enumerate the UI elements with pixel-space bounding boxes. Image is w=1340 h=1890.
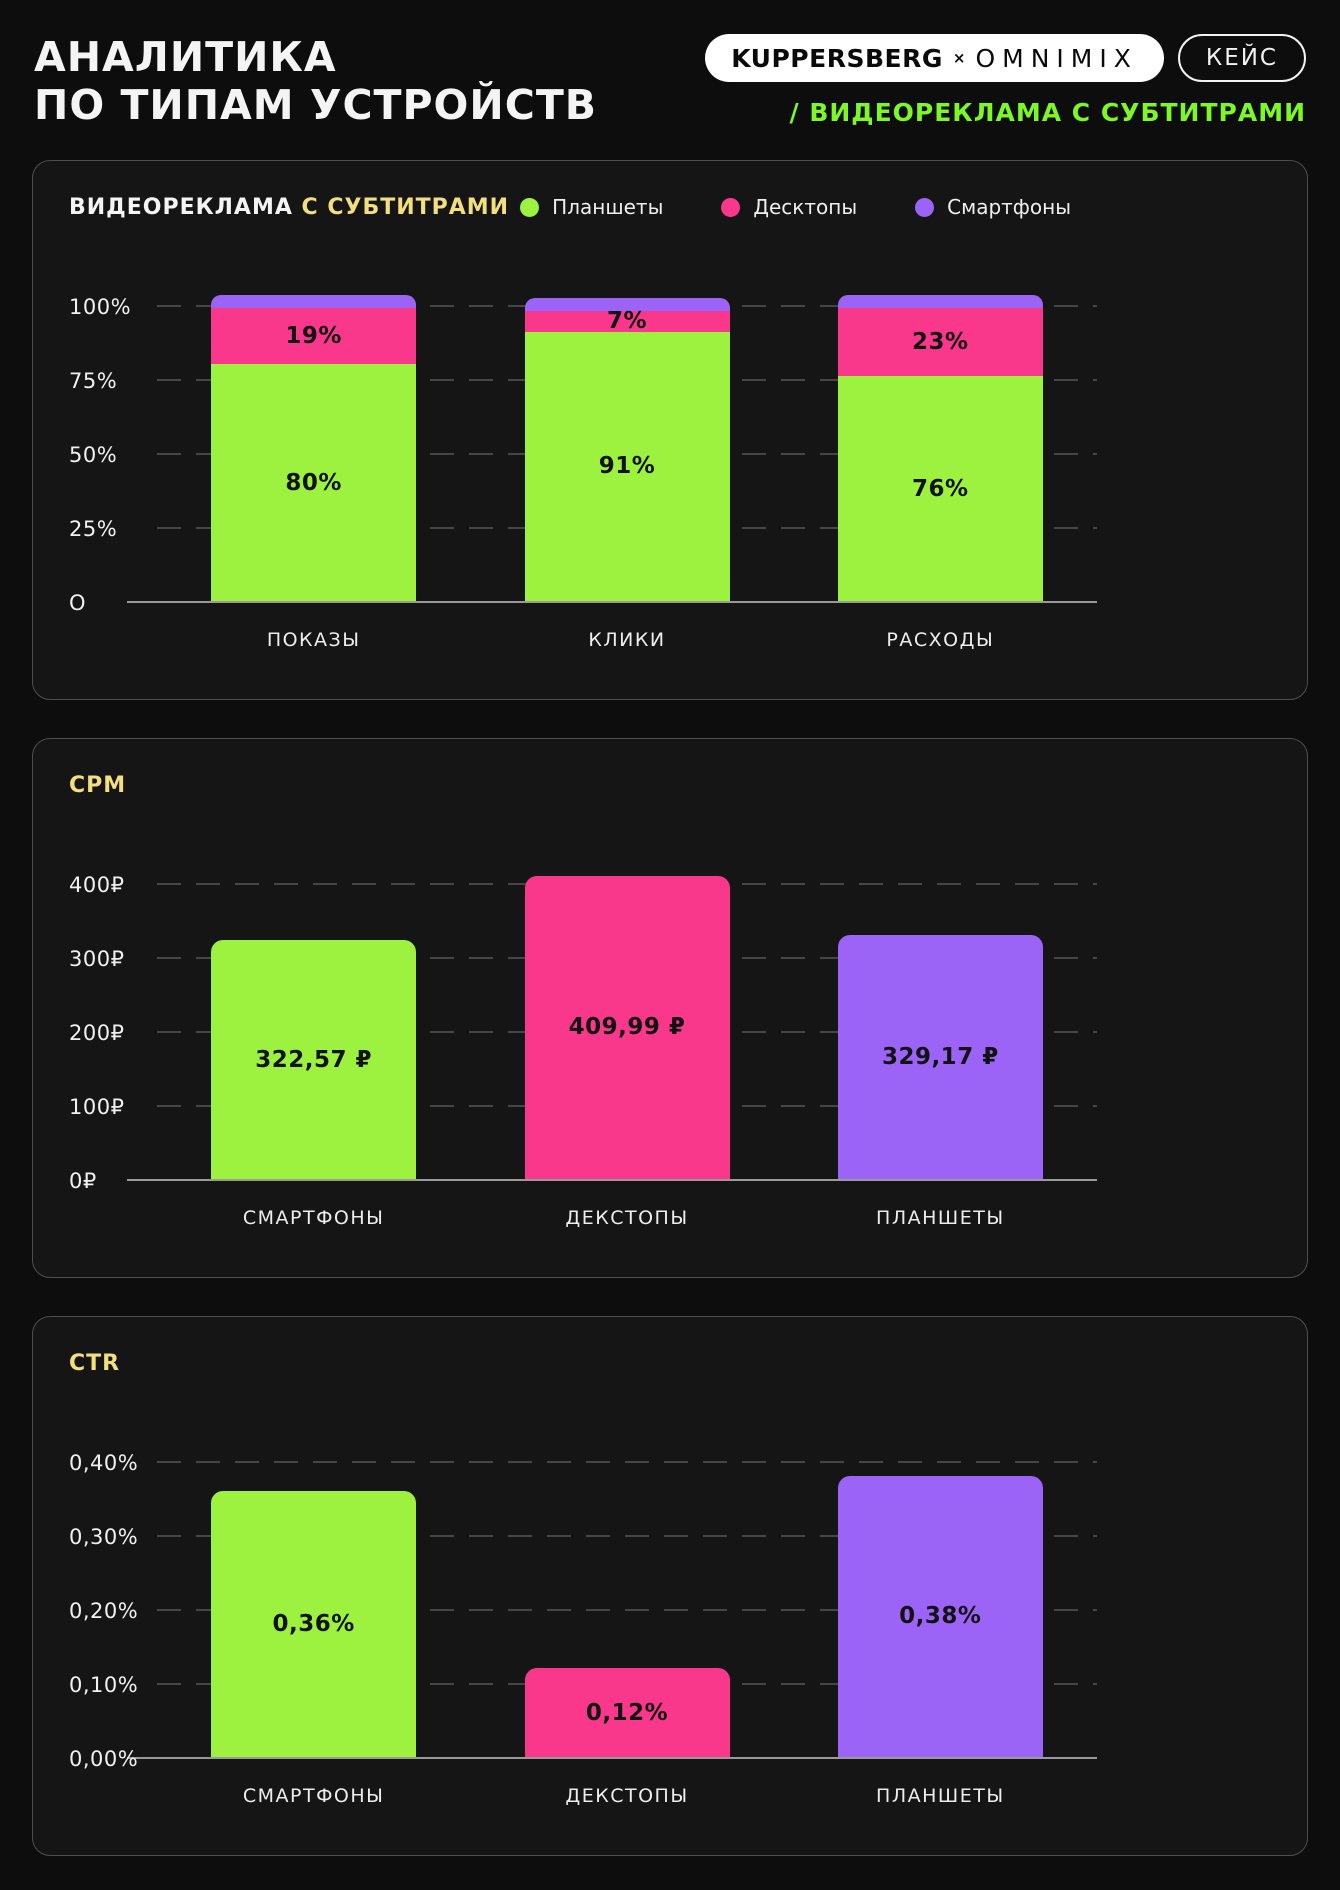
page-subtitle: / ВИДЕОРЕКЛАМА С СУБТИТРАМИ bbox=[789, 98, 1306, 127]
segment-green: 91% bbox=[524, 331, 730, 601]
cpm-bar-chart: 400₽ 300₽ 200₽ 100₽ 0₽ 322,57 ₽ СМАРТФОНЫ 409,9… bbox=[69, 847, 1097, 1229]
panel-title-video: ВИДЕОРЕКЛАМА С СУБТИТРАМИ bbox=[69, 195, 509, 220]
y-tick-label: 50% bbox=[69, 443, 118, 467]
panel-ctr: CTR 0,40% 0,30% 0,20% 0,10% 0,00% 0,36% СМАРТФ… bbox=[32, 1316, 1308, 1856]
segment-green: 80% bbox=[211, 364, 417, 601]
page-title: АНАЛИТИКА ПО ТИПАМ УСТРОЙСТВ bbox=[34, 33, 598, 130]
segment-purple bbox=[837, 294, 1043, 308]
panel-title-main: ВИДЕОРЕКЛАМА bbox=[69, 194, 293, 220]
y-tick-label: 75% bbox=[69, 369, 118, 393]
brand-separator-icon: × bbox=[952, 49, 966, 67]
panel-title-ctr: CTR bbox=[69, 1351, 120, 1376]
purple-dot-icon bbox=[915, 197, 935, 217]
value-label: 80% bbox=[285, 469, 342, 496]
y-tick-label: 0,30% bbox=[69, 1525, 139, 1549]
y-tick-label: 0,40% bbox=[69, 1451, 139, 1475]
case-badge: КЕЙС bbox=[1177, 34, 1306, 82]
brand-badge: KUPPERSBERG × OMNIMIX bbox=[705, 34, 1164, 82]
segment-green: 76% bbox=[837, 376, 1043, 601]
y-tick-label: 100₽ bbox=[69, 1095, 125, 1119]
bar-2: 409,99 ₽ bbox=[524, 875, 730, 1179]
category-label: РАСХОДЫ bbox=[886, 629, 995, 651]
value-label: 0,38% bbox=[899, 1603, 982, 1630]
value-label: 329,17 ₽ bbox=[881, 1044, 999, 1071]
panel-title-cpm: CPM bbox=[69, 773, 126, 798]
value-label: 7% bbox=[606, 308, 648, 335]
pink-dot-icon bbox=[721, 197, 741, 217]
badge-row: KUPPERSBERG × OMNIMIX КЕЙС bbox=[705, 34, 1306, 82]
gridline bbox=[157, 1461, 1097, 1463]
gridline bbox=[157, 1535, 1097, 1537]
value-label: 19% bbox=[285, 323, 342, 350]
legend-item-green: Планшеты bbox=[520, 195, 663, 219]
bar-1: 322,57 ₽ bbox=[211, 940, 417, 1179]
green-dot-icon bbox=[520, 197, 540, 217]
legend-item-pink: Десктопы bbox=[721, 195, 857, 219]
panel-cpm: CPM 400₽ 300₽ 200₽ 100₽ 0₽ 322,57 ₽ СМАРТФОНЫ 4… bbox=[32, 738, 1308, 1278]
x-axis-line bbox=[127, 1757, 1097, 1759]
segment-purple bbox=[211, 294, 417, 308]
bar-3: 0,38% bbox=[837, 1475, 1043, 1757]
y-tick-label: 25% bbox=[69, 517, 118, 541]
legend-label: Планшеты bbox=[552, 195, 664, 219]
category-label: ПЛАНШЕТЫ bbox=[876, 1785, 1005, 1807]
panel-title-cpm-label: CPM bbox=[69, 772, 127, 798]
bar-2: 0,12% bbox=[524, 1668, 730, 1757]
value-label: 0,36% bbox=[272, 1610, 355, 1637]
header: АНАЛИТИКА ПО ТИПАМ УСТРОЙСТВ KUPPERSBERG… bbox=[32, 30, 1308, 150]
bar-1: 0,36% bbox=[211, 1490, 417, 1757]
y-tick-label: 0₽ bbox=[69, 1169, 97, 1193]
stacked-bar-2: 91% 7% bbox=[524, 297, 730, 601]
y-tick-label: 200₽ bbox=[69, 1021, 125, 1045]
ctr-bar-chart: 0,40% 0,30% 0,20% 0,10% 0,00% 0,36% СМАРТФОНЫ 0… bbox=[69, 1425, 1097, 1807]
panel-head-video: ВИДЕОРЕКЛАМА С СУБТИТРАМИ Планшеты Дескто… bbox=[69, 191, 1271, 223]
category-label: ПОКАЗЫ bbox=[266, 629, 361, 651]
header-right: KUPPERSBERG × OMNIMIX КЕЙС / ВИДЕОРЕКЛАМ… bbox=[705, 34, 1306, 127]
panel-title-accent: С СУБТИТРАМИ bbox=[301, 194, 510, 220]
brand-name-omnimix: OMNIMIX bbox=[975, 43, 1138, 73]
category-label: ДЕКСТОПЫ bbox=[565, 1207, 689, 1229]
y-tick-label: 100% bbox=[69, 295, 132, 319]
y-tick-label: 400₽ bbox=[69, 873, 125, 897]
y-tick-label: 300₽ bbox=[69, 947, 125, 971]
page-title-line2: ПО ТИПАМ УСТРОЙСТВ bbox=[34, 80, 598, 129]
y-tick-label: 0,00% bbox=[69, 1747, 139, 1771]
segment-pink: 19% bbox=[211, 307, 417, 365]
stacked-bar-3: 76% 23% bbox=[837, 294, 1043, 601]
stacked-bar-chart: 100% 75% 50% 25% O 80% 19% ПОКАЗЫ 91% 7% КЛИКИ 76% 2… bbox=[69, 269, 1097, 651]
page-title-line1: АНАЛИТИКА bbox=[34, 33, 337, 81]
panel-title-ctr-label: CTR bbox=[69, 1350, 121, 1376]
category-label: КЛИКИ bbox=[588, 629, 666, 651]
legend-item-purple: Смартфоны bbox=[915, 195, 1071, 219]
x-axis-line bbox=[127, 1179, 1097, 1181]
panel-head-cpm: CPM bbox=[69, 769, 1271, 801]
category-label: СМАРТФОНЫ bbox=[242, 1207, 385, 1229]
brand-name-kuppersberg: KUPPERSBERG bbox=[731, 43, 943, 73]
x-axis-line bbox=[127, 601, 1097, 603]
legend: Планшеты Десктопы Смартфоны bbox=[520, 195, 1071, 219]
legend-label: Десктопы bbox=[753, 195, 858, 219]
value-label: 91% bbox=[598, 453, 656, 480]
segment-purple bbox=[524, 297, 730, 311]
segment-pink: 7% bbox=[524, 308, 730, 335]
panel-video-subtitles: ВИДЕОРЕКЛАМА С СУБТИТРАМИ Планшеты Дескто… bbox=[32, 160, 1308, 700]
category-label: СМАРТФОНЫ bbox=[242, 1785, 385, 1807]
y-tick-label: O bbox=[69, 591, 87, 615]
value-label: 409,99 ₽ bbox=[568, 1014, 686, 1041]
y-tick-label: 0,20% bbox=[69, 1599, 139, 1623]
gridline bbox=[157, 1609, 1097, 1611]
stacked-bar-1: 80% 19% bbox=[211, 294, 417, 601]
value-label: 0,12% bbox=[585, 1699, 669, 1726]
segment-pink: 23% bbox=[837, 307, 1043, 377]
y-tick-label: 0,10% bbox=[69, 1673, 139, 1697]
legend-label: Смартфоны bbox=[947, 195, 1071, 219]
category-label: ДЕКСТОПЫ bbox=[565, 1785, 689, 1807]
panel-head-ctr: CTR bbox=[69, 1347, 1271, 1379]
value-label: 23% bbox=[912, 329, 969, 355]
category-label: ПЛАНШЕТЫ bbox=[876, 1207, 1005, 1229]
value-label: 76% bbox=[912, 475, 969, 502]
bar-3: 329,17 ₽ bbox=[837, 935, 1043, 1179]
value-label: 322,57 ₽ bbox=[255, 1046, 373, 1073]
